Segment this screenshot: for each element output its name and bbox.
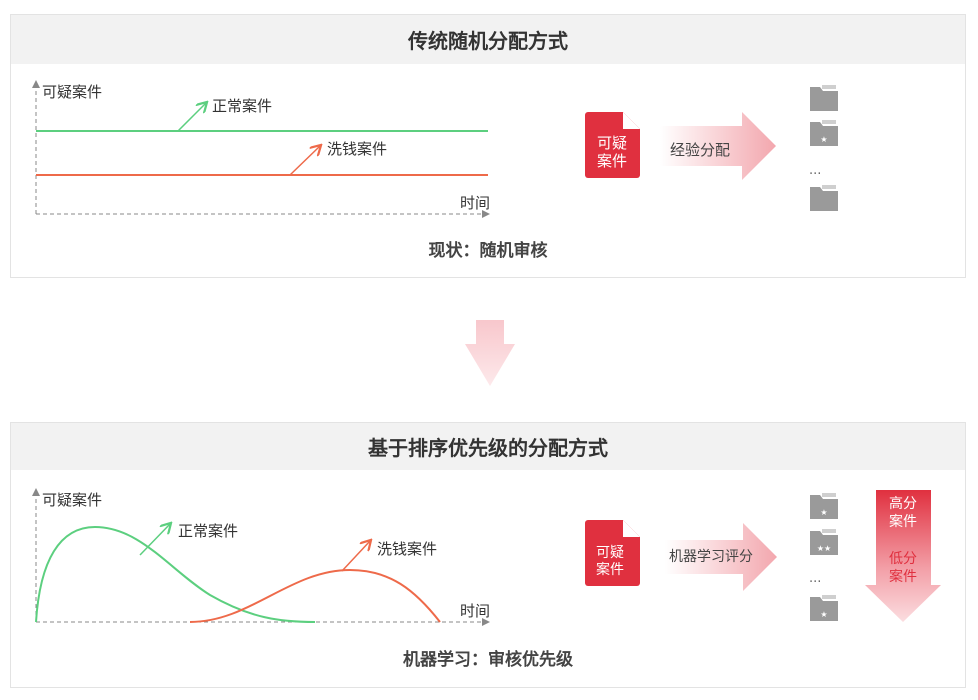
- low-score-label: 低分: [889, 551, 917, 567]
- ellipsis: ...: [809, 571, 821, 586]
- y-axis-label: 可疑案件: [42, 491, 102, 509]
- suspicious-case-document-icon: 可疑 案件: [585, 520, 640, 586]
- folder-star-icon: ★: [810, 120, 838, 146]
- panel-header: [11, 15, 965, 64]
- svg-text:案件: 案件: [889, 568, 917, 585]
- svg-text:★★: ★★: [817, 544, 831, 553]
- suspicious-case-document-icon: 可疑 案件: [585, 112, 640, 178]
- svg-text:案件: 案件: [596, 561, 624, 578]
- y-axis-label: 可疑案件: [42, 83, 102, 101]
- svg-text:案件: 案件: [597, 152, 627, 170]
- laundering-cases-label: 洗钱案件: [327, 140, 387, 158]
- laundering-pointer-arrow: [341, 541, 370, 572]
- normal-cases-label: 正常案件: [212, 97, 272, 115]
- panel-header: [11, 423, 965, 470]
- normal-cases-label: 正常案件: [178, 522, 238, 540]
- panel-title: 基于排序优先级的分配方式: [368, 436, 608, 460]
- normal-pointer-arrow: [177, 103, 206, 132]
- top-panel: 传统随机分配方式 可疑案件 时间 正常案件 洗钱案件 现状：随机审核 可疑 案件…: [10, 14, 966, 278]
- arrow-label: 经验分配: [670, 141, 730, 159]
- svg-text:★: ★: [820, 135, 827, 144]
- caption: 现状：随机审核: [429, 240, 548, 261]
- folder-star-icon: ★: [810, 595, 838, 621]
- down-arrow-icon: [465, 320, 515, 386]
- panel-title: 传统随机分配方式: [407, 29, 568, 53]
- folder-icon: [810, 185, 838, 211]
- normal-cases-curve: [35, 525, 316, 623]
- caption: 机器学习：审核优先级: [403, 649, 573, 670]
- laundering-cases-curve: [189, 568, 441, 623]
- bottom-panel: 基于排序优先级的分配方式 可疑案件 时间 正常案件 洗钱案件 机器学习：审核优先…: [10, 422, 966, 688]
- svg-text:★: ★: [820, 508, 827, 517]
- normal-pointer-arrow: [139, 524, 170, 556]
- folder-star-icon: ★: [810, 493, 838, 519]
- laundering-cases-label: 洗钱案件: [377, 540, 437, 558]
- assign-arrow: [660, 112, 776, 180]
- ellipsis: ...: [809, 163, 821, 178]
- folder-two-star-icon: ★★: [810, 529, 838, 555]
- x-axis-label: 时间: [460, 194, 490, 212]
- priority-down-arrow: 高分 案件 低分 案件: [865, 490, 941, 622]
- high-score-label: 高分: [889, 495, 917, 512]
- laundering-pointer-arrow: [289, 146, 320, 176]
- scoring-arrow: [665, 523, 777, 591]
- svg-text:可疑: 可疑: [597, 134, 627, 152]
- svg-text:★: ★: [820, 610, 827, 619]
- arrow-label: 机器学习评分: [669, 549, 753, 565]
- svg-text:案件: 案件: [889, 513, 917, 530]
- x-axis-label: 时间: [460, 602, 490, 620]
- folder-icon: [810, 85, 838, 111]
- svg-text:可疑: 可疑: [596, 545, 624, 561]
